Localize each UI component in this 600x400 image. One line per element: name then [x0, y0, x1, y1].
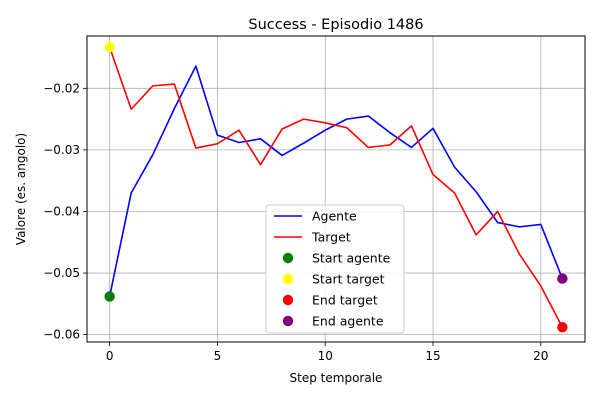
legend-label: End target: [312, 293, 378, 308]
series-lines: [108, 46, 564, 328]
x-tick-label: 0: [106, 349, 114, 363]
legend: Agente Target Start agente Start target End …: [265, 204, 405, 334]
y-tick-label: −0.03: [43, 143, 80, 157]
point-end-target: [557, 322, 568, 333]
plot-frame: [86, 35, 586, 343]
y-tick-label: −0.06: [43, 328, 80, 342]
x-tick-label: 15: [425, 349, 440, 363]
y-tick-label: −0.05: [43, 266, 80, 280]
x-tick-label: 20: [533, 349, 548, 363]
chart-title: Success - Episodio 1486: [248, 17, 423, 33]
point-end-agente: [557, 273, 568, 284]
y-axis-ticks: −0.06 −0.05 −0.04 −0.03 −0.02: [43, 81, 87, 342]
legend-label: Target: [311, 230, 351, 245]
legend-label: Start agente: [312, 251, 391, 266]
y-tick-label: −0.02: [43, 81, 80, 95]
legend-marker: [282, 273, 294, 285]
point-start-target: [104, 41, 115, 53]
point-start-agente: [104, 291, 115, 302]
y-tick-label: −0.04: [43, 204, 80, 218]
legend-marker: [282, 294, 294, 306]
legend-label: End agente: [312, 314, 384, 329]
legend-marker: [282, 252, 294, 264]
x-axis-ticks: 0 5 10 15 20: [106, 342, 548, 363]
series-line-target: [108, 46, 564, 328]
x-tick-label: 5: [214, 349, 222, 363]
legend-label: Agente: [312, 209, 357, 224]
x-tick-label: 10: [318, 349, 333, 363]
y-axis-label: Valore (es. angolo): [14, 133, 28, 245]
grid: [87, 36, 585, 342]
legend-label: Start target: [312, 272, 385, 287]
legend-marker: [282, 315, 294, 327]
marker-points: [104, 41, 568, 333]
x-axis-label: Step temporale: [290, 371, 383, 385]
